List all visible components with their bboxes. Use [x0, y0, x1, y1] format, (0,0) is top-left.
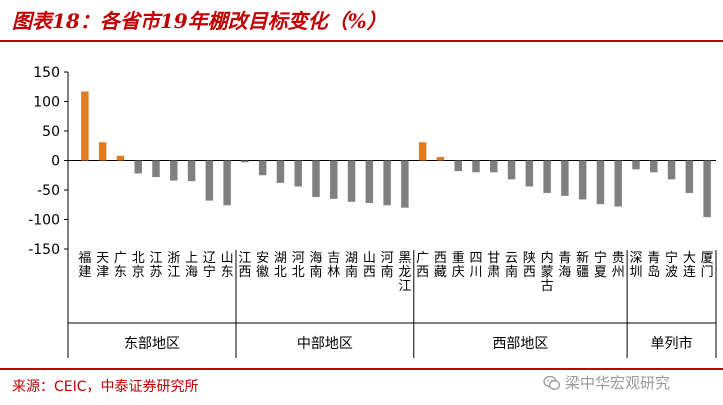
category-label: 河南 — [381, 251, 394, 280]
category-label: 厦门 — [701, 251, 714, 280]
footer-rule — [0, 368, 723, 370]
bar — [152, 160, 160, 178]
bar — [507, 160, 516, 180]
category-label: 上海 — [185, 251, 198, 280]
bar — [596, 160, 605, 205]
bar — [614, 160, 622, 207]
bar — [312, 160, 320, 198]
bar — [205, 160, 214, 201]
category-label: 甘肃 — [487, 251, 500, 280]
category-label: 安徽 — [256, 251, 269, 280]
bar — [134, 160, 142, 174]
category-label: 宁波 — [665, 250, 678, 280]
bar — [365, 160, 374, 203]
bar — [276, 160, 285, 183]
category-label: 辽宁 — [203, 251, 216, 280]
category-label: 吉林 — [327, 251, 340, 280]
category-label: 新疆 — [576, 250, 589, 280]
category-label: 海南 — [309, 251, 322, 280]
category-label: 江西 — [238, 251, 251, 280]
bar — [383, 160, 391, 206]
bar — [472, 160, 480, 173]
category-label: 天津 — [96, 251, 109, 280]
bar — [667, 160, 676, 180]
category-label: 青海 — [558, 251, 571, 280]
category-label: 山西 — [363, 251, 376, 280]
y-tick-label: -100 — [28, 213, 60, 229]
group-label: 东部地区 — [124, 336, 180, 352]
group-label: 中部地区 — [297, 336, 353, 352]
y-tick-label: 150 — [33, 65, 60, 81]
y-tick-label: -50 — [37, 183, 60, 199]
category-label: 深圳 — [629, 251, 642, 280]
chart-title: 图表18：各省市19年棚改目标变化（%） — [12, 9, 387, 33]
bar — [330, 160, 338, 199]
wechat-icon — [543, 375, 561, 390]
bar — [116, 155, 125, 161]
category-label: 四川 — [469, 251, 482, 280]
category-label: 江苏 — [149, 251, 162, 280]
bar — [561, 160, 569, 196]
category-label: 黑龙江 — [398, 251, 411, 294]
category-label: 河北 — [292, 251, 305, 280]
bar — [241, 160, 249, 163]
category-label: 内蒙古 — [541, 250, 554, 294]
bar — [187, 160, 196, 182]
bar — [703, 160, 711, 218]
category-label: 青岛 — [647, 251, 660, 280]
category-label: 湖南 — [345, 251, 358, 280]
bar — [347, 160, 356, 202]
bar — [632, 160, 640, 170]
category-label: 大连 — [683, 251, 696, 280]
bar — [223, 160, 231, 206]
group-label: 单列市 — [651, 335, 693, 352]
category-label: 山东 — [221, 251, 234, 280]
watermark: 梁中华宏观研究 — [543, 372, 670, 393]
category-label: 宁夏 — [594, 250, 607, 280]
y-tick-label: 100 — [33, 95, 60, 111]
category-label: 广西 — [416, 251, 429, 280]
bar — [81, 91, 89, 161]
bar — [98, 142, 107, 161]
bar-chart: 150 100 50 0 -50 -100 -150 福建天津广东北京江苏浙江上海辽宁山东江西… — [28, 65, 717, 358]
bar — [578, 160, 587, 200]
group-label: 西部地区 — [492, 336, 548, 352]
bar — [258, 160, 267, 176]
category-label: 贵州 — [612, 251, 625, 280]
bar — [543, 160, 551, 193]
bar — [490, 160, 498, 173]
bar — [418, 142, 427, 161]
watermark-text: 梁中华宏观研究 — [565, 374, 671, 392]
category-label: 陕西 — [523, 251, 536, 280]
category-label: 北京 — [132, 251, 145, 280]
y-tick-label: 0 — [51, 154, 60, 170]
category-label: 福建 — [78, 251, 91, 280]
bar — [294, 160, 302, 187]
bar — [525, 160, 534, 187]
title-bar: 图表18：各省市19年棚改目标变化（%） — [0, 0, 723, 42]
bar — [650, 160, 658, 173]
category-label: 西藏 — [434, 251, 447, 280]
category-label: 重庆 — [452, 250, 465, 280]
bar — [170, 160, 178, 181]
category-label: 浙江 — [167, 251, 180, 280]
source-note: 来源：CEIC，中泰证券研究所 — [12, 379, 199, 395]
bar — [685, 160, 694, 193]
category-label: 云南 — [505, 251, 518, 280]
bar — [401, 160, 409, 208]
bar — [454, 160, 462, 172]
category-label: 湖北 — [274, 251, 287, 280]
bar — [436, 156, 445, 161]
y-tick-label: 50 — [42, 124, 60, 140]
y-tick-label: -150 — [28, 242, 60, 258]
category-label: 广东 — [114, 251, 127, 280]
